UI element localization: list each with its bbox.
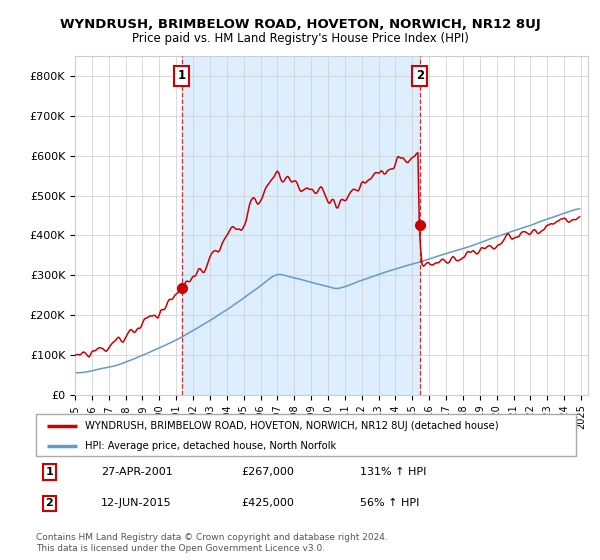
Bar (182, 56, 420, 395)
Text: 27-APR-2001: 27-APR-2001 (101, 467, 173, 477)
Text: Price paid vs. HM Land Registry's House Price Index (HPI): Price paid vs. HM Land Registry's House … (131, 32, 469, 45)
Text: 2: 2 (46, 498, 53, 508)
Text: 2: 2 (416, 69, 424, 82)
Text: Contains HM Land Registry data © Crown copyright and database right 2024.
This d: Contains HM Land Registry data © Crown c… (36, 533, 388, 553)
Text: HPI: Average price, detached house, North Norfolk: HPI: Average price, detached house, Nort… (85, 441, 336, 451)
Text: 56% ↑ HPI: 56% ↑ HPI (360, 498, 419, 508)
Text: £267,000: £267,000 (241, 467, 294, 477)
Text: £425,000: £425,000 (241, 498, 294, 508)
Text: WYNDRUSH, BRIMBELOW ROAD, HOVETON, NORWICH, NR12 8UJ: WYNDRUSH, BRIMBELOW ROAD, HOVETON, NORWI… (59, 18, 541, 31)
Text: 1: 1 (46, 467, 53, 477)
Text: WYNDRUSH, BRIMBELOW ROAD, HOVETON, NORWICH, NR12 8UJ (detached house): WYNDRUSH, BRIMBELOW ROAD, HOVETON, NORWI… (85, 421, 498, 431)
Text: 131% ↑ HPI: 131% ↑ HPI (360, 467, 427, 477)
Text: 1: 1 (178, 69, 185, 82)
Text: 12-JUN-2015: 12-JUN-2015 (101, 498, 172, 508)
